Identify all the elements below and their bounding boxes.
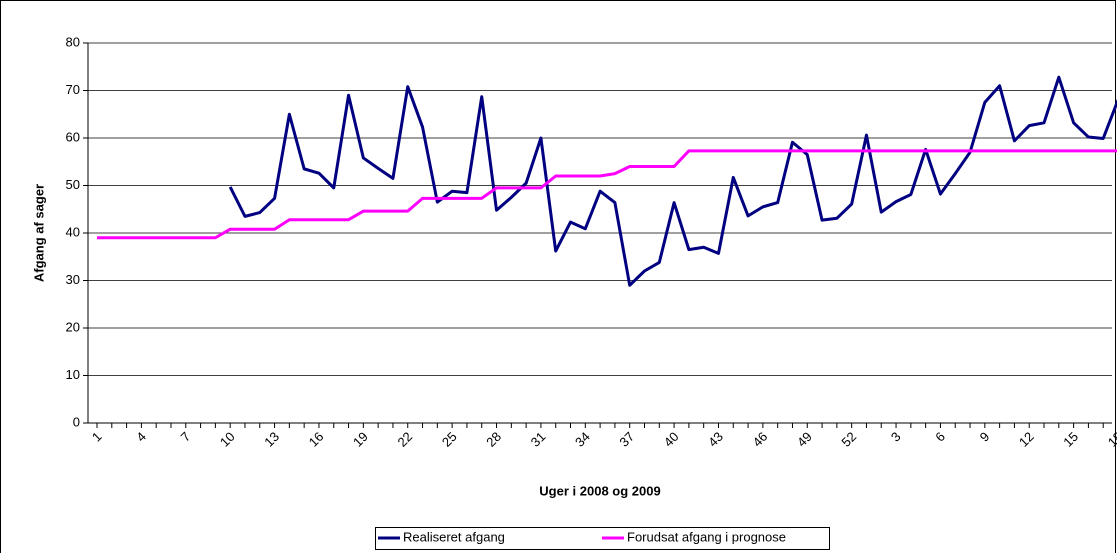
x-tick-label: 28 [483,429,504,450]
line-series [228,75,1117,287]
legend-label: Realiseret afgang [403,529,505,544]
y-tick-label: 10 [66,367,80,382]
y-tick-label: 20 [66,319,80,334]
x-tick-label: 40 [661,429,682,450]
x-tick-label: 37 [616,429,637,450]
x-tick-label: 1 [89,429,105,445]
x-tick-label: 7 [178,429,194,445]
x-tick-label: 4 [133,429,149,445]
x-tick-label: 16 [306,429,327,450]
x-tick-label: 9 [977,429,993,445]
x-tick-label: 34 [572,429,593,450]
x-tick-label: 18 [1105,429,1117,450]
y-tick-label: 60 [66,129,80,144]
x-tick-label: 31 [528,429,549,450]
x-axis-title: Uger i 2008 og 2009 [539,483,660,498]
x-tick-label: 12 [1016,429,1037,450]
x-tick-label: 13 [261,429,282,450]
y-tick-label: 70 [66,82,80,97]
legend-label: Forudsat afgang i prognose [627,529,786,544]
x-tick-label: 10 [217,429,238,450]
y-tick-label: 30 [66,272,80,287]
x-tick-label: 15 [1060,429,1081,450]
x-tick-label: 19 [350,429,371,450]
x-tick-label: 52 [838,429,859,450]
y-tick-label: 40 [66,224,80,239]
y-tick-label: 50 [66,177,80,192]
x-tick-label: 25 [439,429,460,450]
x-tick-label: 22 [394,429,415,450]
x-tick-label: 49 [794,429,815,450]
x-tick-label: 6 [932,429,948,445]
line-series [97,149,1117,240]
y-tick-label: 80 [66,34,80,49]
y-tick-label: 0 [73,414,80,429]
legend-box [375,527,830,550]
x-tick-label: 46 [750,429,771,450]
y-axis-title: Afgang af sager [31,184,46,282]
x-tick-label: 43 [705,429,726,450]
x-tick-label: 3 [888,429,904,445]
